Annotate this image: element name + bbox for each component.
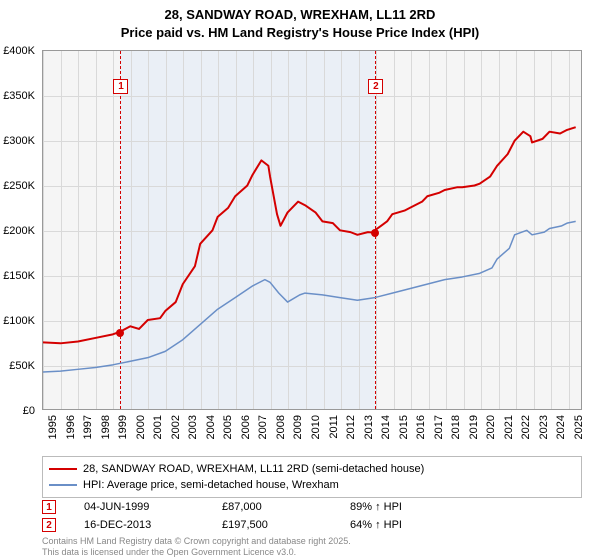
footer-line2: This data is licensed under the Open Gov… — [42, 547, 351, 558]
x-tick-label: 2015 — [398, 415, 410, 455]
y-tick-label: £250K — [0, 180, 35, 192]
x-tick-label: 1997 — [82, 415, 94, 455]
event-price: £87,000 — [222, 501, 322, 513]
x-tick-label: 2022 — [520, 415, 532, 455]
legend-swatch-1 — [49, 468, 77, 470]
x-tick-label: 2008 — [275, 415, 287, 455]
x-tick-label: 1999 — [117, 415, 129, 455]
x-tick-label: 2020 — [485, 415, 497, 455]
x-tick-label: 2016 — [415, 415, 427, 455]
series-line — [43, 127, 576, 343]
x-tick-label: 2013 — [363, 415, 375, 455]
event-dot — [371, 229, 379, 237]
x-tick-label: 2024 — [555, 415, 567, 455]
event-pct: 64% ↑ HPI — [350, 519, 402, 531]
chart-container: 28, SANDWAY ROAD, WREXHAM, LL11 2RD Pric… — [0, 0, 600, 560]
legend-row: HPI: Average price, semi-detached house,… — [49, 477, 575, 493]
x-tick-label: 2009 — [292, 415, 304, 455]
x-tick-label: 2021 — [503, 415, 515, 455]
title-block: 28, SANDWAY ROAD, WREXHAM, LL11 2RD Pric… — [0, 0, 600, 41]
series-line — [43, 221, 576, 372]
footer: Contains HM Land Registry data © Crown c… — [42, 536, 351, 559]
event-row: 1 04-JUN-1999 £87,000 89% ↑ HPI — [42, 498, 582, 516]
x-tick-label: 2018 — [450, 415, 462, 455]
x-tick-label: 2011 — [328, 415, 340, 455]
x-tick-label: 2003 — [187, 415, 199, 455]
x-tick-label: 2007 — [257, 415, 269, 455]
event-marker-1: 1 — [42, 500, 56, 514]
x-tick-label: 2005 — [222, 415, 234, 455]
x-tick-label: 2004 — [205, 415, 217, 455]
x-tick-label: 2002 — [170, 415, 182, 455]
y-tick-label: £50K — [0, 360, 35, 372]
x-tick-label: 2017 — [433, 415, 445, 455]
y-tick-label: £150K — [0, 270, 35, 282]
event-date: 16-DEC-2013 — [84, 519, 194, 531]
x-tick-label: 1995 — [47, 415, 59, 455]
legend-label-2: HPI: Average price, semi-detached house,… — [83, 479, 339, 491]
y-tick-label: £400K — [0, 45, 35, 57]
event-marker-box: 1 — [113, 79, 128, 94]
x-tick-label: 2001 — [152, 415, 164, 455]
x-tick-label: 1996 — [65, 415, 77, 455]
event-dot — [116, 329, 124, 337]
event-price: £197,500 — [222, 519, 322, 531]
x-tick-label: 2025 — [573, 415, 585, 455]
x-tick-label: 2014 — [380, 415, 392, 455]
legend-row: 28, SANDWAY ROAD, WREXHAM, LL11 2RD (sem… — [49, 461, 575, 477]
y-tick-label: £300K — [0, 135, 35, 147]
x-tick-label: 2019 — [468, 415, 480, 455]
x-tick-label: 2006 — [240, 415, 252, 455]
y-tick-label: £100K — [0, 315, 35, 327]
event-row: 2 16-DEC-2013 £197,500 64% ↑ HPI — [42, 516, 582, 534]
title-line1: 28, SANDWAY ROAD, WREXHAM, LL11 2RD — [0, 6, 600, 24]
y-tick-label: £350K — [0, 90, 35, 102]
footer-line1: Contains HM Land Registry data © Crown c… — [42, 536, 351, 547]
x-tick-label: 1998 — [100, 415, 112, 455]
legend-swatch-2 — [49, 484, 77, 486]
title-line2: Price paid vs. HM Land Registry's House … — [0, 24, 600, 42]
event-marker-2: 2 — [42, 518, 56, 532]
legend: 28, SANDWAY ROAD, WREXHAM, LL11 2RD (sem… — [42, 456, 582, 498]
event-marker-box: 2 — [368, 79, 383, 94]
x-tick-label: 2010 — [310, 415, 322, 455]
y-tick-label: £0 — [0, 405, 35, 417]
x-tick-label: 2012 — [345, 415, 357, 455]
event-pct: 89% ↑ HPI — [350, 501, 402, 513]
x-tick-label: 2000 — [135, 415, 147, 455]
event-table: 1 04-JUN-1999 £87,000 89% ↑ HPI 2 16-DEC… — [42, 498, 582, 534]
legend-label-1: 28, SANDWAY ROAD, WREXHAM, LL11 2RD (sem… — [83, 463, 424, 475]
line-series — [43, 51, 581, 410]
event-date: 04-JUN-1999 — [84, 501, 194, 513]
y-tick-label: £200K — [0, 225, 35, 237]
x-tick-label: 2023 — [538, 415, 550, 455]
plot-area: 12 £0£50K£100K£150K£200K£250K£300K£350K£… — [42, 50, 582, 410]
